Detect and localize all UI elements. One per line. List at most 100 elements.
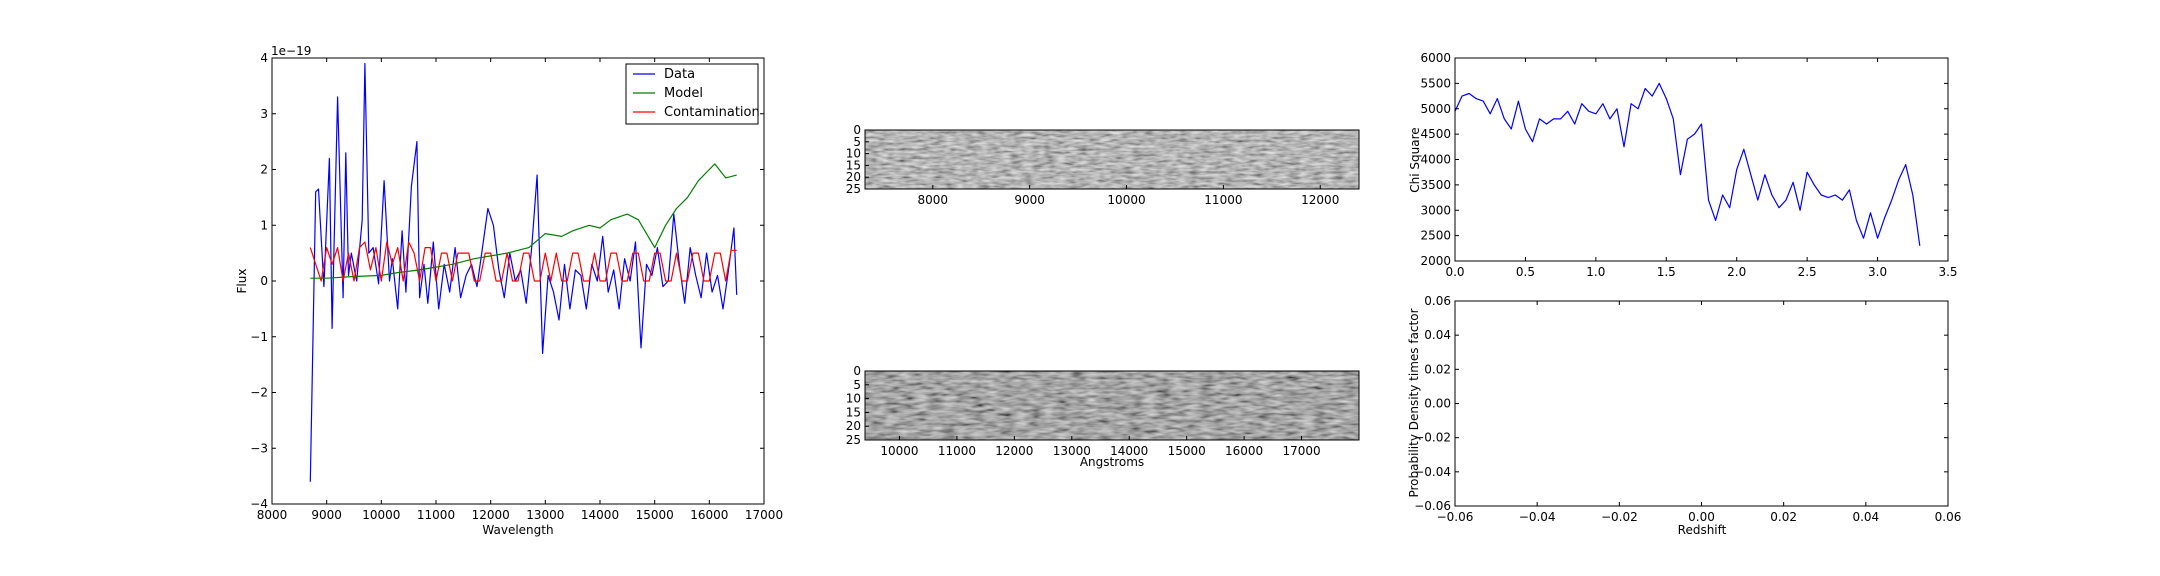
spectrum-ytick-label: 0 [260, 274, 268, 288]
image-bottom-ticks: 10000 11000 12000 13000 14000 15000 16000 17000… [846, 364, 1321, 458]
image-bottom-xtick-label: 12000 [995, 444, 1033, 458]
pdf-ytick-label: −0.02 [1414, 431, 1451, 445]
image-top-frame [864, 129, 1360, 190]
spectrum-ytick-label: 4 [260, 51, 268, 65]
spectrum-xtick-label: 12000 [472, 508, 510, 522]
spectrum-xtick-label: 17000 [745, 508, 783, 522]
chisq-panel: 0.0 0.5 1.0 1.5 2.0 2.5 3.0 3.5 2000 2500 3000 3500… [1408, 51, 1958, 279]
pdf-xtick-label: 0.00 [1688, 510, 1715, 524]
chisq-ticks: 0.0 0.5 1.0 1.5 2.0 2.5 3.0 3.5 2000 2500 3000 3500… [1420, 51, 1957, 279]
chisq-ytick-label: 2500 [1420, 229, 1451, 243]
image-bottom-xtick-label: 11000 [938, 444, 976, 458]
spectrum-legend: Data Model Contamination [625, 63, 760, 125]
image-bottom-ytick-label: 0 [853, 364, 861, 378]
pdf-ytick-label: −0.06 [1414, 499, 1451, 513]
image-bottom-xtick-label: 10000 [880, 444, 918, 458]
image-top-ytick-label: 10 [846, 147, 861, 161]
image-top-xtick-label: 9000 [1014, 193, 1045, 207]
spectrum-offset-text: 1e−19 [271, 44, 311, 58]
spectrum-xtick-label: 14000 [581, 508, 619, 522]
chisq-frame [1454, 57, 1949, 262]
image-top-noise [865, 130, 1359, 189]
spectrum-series-data [309, 62, 738, 482]
chisq-ytick-label: 3500 [1420, 178, 1451, 192]
chisq-xtick-label: 0.0 [1445, 265, 1464, 279]
image-top-ytick-label: 25 [846, 182, 861, 196]
spectrum-series-contamination [309, 241, 737, 282]
spectrum-xtick-label: 13000 [526, 508, 564, 522]
chisq-xtick-label: 2.0 [1727, 265, 1746, 279]
chisq-ytick-label: 5500 [1420, 76, 1451, 90]
spectrum-ytick-label: −4 [250, 497, 268, 511]
pdf-ytick-label: 0.06 [1424, 294, 1451, 308]
pdf-frame [1454, 300, 1949, 507]
legend-label-model: Model [664, 86, 703, 101]
image-top-ytick-label: 0 [853, 123, 861, 137]
pdf-ytick-label: −0.04 [1414, 465, 1451, 479]
chisq-ytick-label: 5000 [1420, 102, 1451, 116]
spectrum-ylabel: Flux [235, 269, 249, 294]
image-top-xtick-label: 12000 [1301, 193, 1339, 207]
pdf-ytick-label: 0.02 [1424, 362, 1451, 376]
chisq-ytick-label: 6000 [1420, 51, 1451, 65]
spectrum-ytick-label: 2 [260, 163, 268, 177]
image-bottom-noise [865, 371, 1359, 440]
spectrum-xtick-label: 9000 [311, 508, 342, 522]
image-bottom-xtick-label: 15000 [1168, 444, 1206, 458]
pdf-ylabel: Probability Density times factor [1407, 308, 1421, 497]
image-top-xtick-label: 11000 [1204, 193, 1242, 207]
spectrum-series-model [310, 163, 737, 279]
spectrum-panel: 8000 9000 10000 11000 12000 13000 14000 15000 16… [235, 44, 783, 537]
spectrum-xlabel: Wavelength [482, 523, 553, 537]
image-bottom-ytick-label: 25 [846, 433, 861, 447]
image-top-xtick-label: 10000 [1107, 193, 1145, 207]
spectrum-xtick-label: 16000 [690, 508, 728, 522]
image-top-xtick-label: 8000 [918, 193, 949, 207]
pdf-xtick-label: −0.06 [1437, 510, 1474, 524]
legend-label-data: Data [664, 67, 695, 82]
image-top-ytick-label: 20 [846, 170, 861, 184]
image-bottom-xtick-label: 17000 [1282, 444, 1320, 458]
spectrum-ytick-label: −2 [250, 386, 268, 400]
image-bottom-ytick-label: 5 [853, 378, 861, 392]
spectrum-ytick-label: −1 [250, 330, 268, 344]
chisq-xtick-label: 3.0 [1868, 265, 1887, 279]
pdf-xtick-label: 0.02 [1770, 510, 1797, 524]
chisq-xtick-label: 2.5 [1798, 265, 1817, 279]
chisq-ytick-label: 4000 [1420, 153, 1451, 167]
pdf-ytick-label: 0.04 [1424, 328, 1451, 342]
chisq-xtick-label: 3.5 [1938, 265, 1957, 279]
chisq-xtick-label: 1.5 [1657, 265, 1676, 279]
chisq-series-line [1455, 82, 1921, 246]
image-bottom-ytick-label: 20 [846, 419, 861, 433]
pdf-xtick-label: 0.04 [1852, 510, 1879, 524]
pdf-xlabel: Redshift [1678, 523, 1727, 537]
spectrum-ytick-label: −3 [250, 441, 268, 455]
image-bottom-xtick-label: 16000 [1225, 444, 1263, 458]
image-bottom-ytick-label: 15 [846, 405, 861, 419]
pdf-panel: −0.06 −0.04 −0.02 0.00 0.02 0.04 0.06 −0.06 −0.0… [1407, 294, 1961, 537]
pdf-xtick-label: −0.02 [1601, 510, 1638, 524]
image-bottom-xtick-label: 14000 [1110, 444, 1148, 458]
image-top-ytick-label: 15 [846, 158, 861, 172]
spectrum-xtick-label: 8000 [257, 508, 288, 522]
pdf-ticks: −0.06 −0.04 −0.02 0.00 0.02 0.04 0.06 −0.06 −0.0… [1414, 294, 1961, 524]
pdf-xtick-label: −0.04 [1519, 510, 1556, 524]
chisq-ytick-label: 4500 [1420, 127, 1451, 141]
legend-label-contamination: Contamination [664, 105, 760, 120]
chisq-ytick-label: 2000 [1420, 254, 1451, 268]
chisq-xtick-label: 0.5 [1516, 265, 1535, 279]
spectrum-ytick-label: 1 [260, 218, 268, 232]
image-bottom-xlabel: Angstroms [1080, 455, 1144, 469]
pdf-xtick-label: 0.06 [1935, 510, 1962, 524]
image-bottom-panel: 10000 11000 12000 13000 14000 15000 16000 17000… [846, 364, 1360, 469]
chisq-xtick-label: 1.0 [1586, 265, 1605, 279]
spectrum-xtick-label: 11000 [417, 508, 455, 522]
spectrum-xtick-label: 10000 [362, 508, 400, 522]
image-bottom-xtick-label: 13000 [1053, 444, 1091, 458]
spectrum-ticks: 8000 9000 10000 11000 12000 13000 14000 15000 16… [250, 51, 783, 522]
image-bottom-frame [864, 370, 1360, 441]
